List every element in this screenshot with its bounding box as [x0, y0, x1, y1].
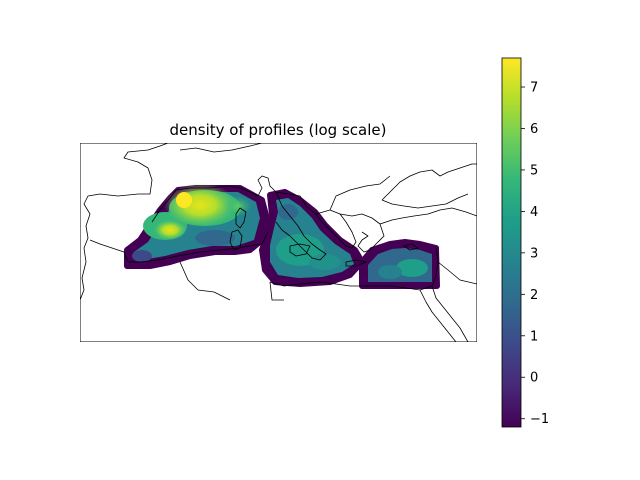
map-axes — [80, 143, 477, 342]
map-title: density of profiles (log scale) — [170, 121, 387, 139]
colorbar-strip — [501, 57, 522, 428]
coastlines — [80, 143, 477, 342]
colorbar: 7 6 5 4 3 2 1 0 −1 — [501, 57, 549, 428]
colorbar-tick-label: 7 — [530, 81, 538, 96]
colorbar-tick-label: 2 — [530, 288, 538, 303]
colorbar-tick-label: −1 — [530, 412, 549, 427]
colorbar-tick-label: 0 — [530, 371, 538, 386]
colorbar-tick-label: 3 — [530, 246, 538, 261]
colorbar-tick-label: 4 — [530, 205, 538, 220]
colorbar-tick-label: 6 — [530, 122, 538, 137]
density-central-basin — [259, 189, 365, 287]
colorbar-tick-label: 1 — [530, 329, 538, 344]
colorbar-tick-label: 5 — [530, 163, 538, 178]
density-west-basin — [124, 183, 269, 269]
colorbar-ticks: 7 6 5 4 3 2 1 0 −1 — [521, 81, 549, 427]
density-east-basin — [359, 239, 440, 289]
